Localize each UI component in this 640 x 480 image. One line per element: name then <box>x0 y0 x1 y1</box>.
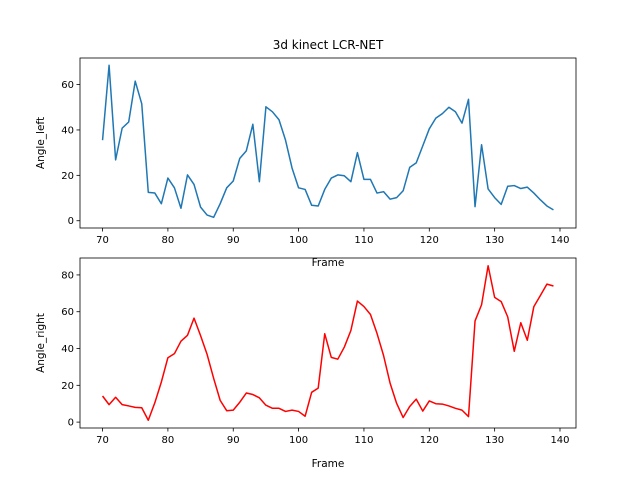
y-tick-label: 20 <box>61 171 74 182</box>
y-tick-label: 60 <box>61 80 74 91</box>
y-tick-label: 0 <box>68 418 74 429</box>
x-tick-label: 110 <box>354 235 373 246</box>
x-tick-label: 80 <box>162 235 175 246</box>
y-axis-label: Angle_left <box>35 117 47 169</box>
x-tick-label: 100 <box>289 235 308 246</box>
x-tick-label: 70 <box>96 435 109 446</box>
y-tick-label: 80 <box>61 270 74 281</box>
y-tick-label: 40 <box>61 344 74 355</box>
x-tick-label: 80 <box>162 435 175 446</box>
y-axis-label: Angle_right <box>35 313 47 373</box>
x-tick-label: 120 <box>420 435 439 446</box>
x-tick-label: 70 <box>96 235 109 246</box>
tick-group: 70 80 90 100 110 120 130 140 0 20 40 60 80 <box>61 270 569 446</box>
tick-group: 70 80 90 100 110 120 130 140 0 20 40 60 <box>61 80 569 246</box>
x-tick-label: 140 <box>550 235 569 246</box>
series-line-angle-left <box>101 64 554 219</box>
axes-frame <box>79 257 577 429</box>
x-tick-label: 110 <box>354 435 373 446</box>
chart-title: 3d kinect LCR-NET <box>273 38 384 52</box>
x-tick-label: 130 <box>485 235 504 246</box>
x-tick-label: 130 <box>485 435 504 446</box>
x-tick-label: 140 <box>550 435 569 446</box>
y-tick-label: 0 <box>68 216 74 227</box>
y-tick-label: 60 <box>61 307 74 318</box>
series-line-angle-right <box>101 264 554 422</box>
subplot-angle-left: 3d kinect LCR-NET 70 80 90 100 110 120 130 140 0… <box>35 38 577 269</box>
x-tick-label: 90 <box>227 435 240 446</box>
x-axis-label: Frame <box>312 257 345 269</box>
y-tick-label: 20 <box>61 381 74 392</box>
x-axis-label: Frame <box>312 458 345 470</box>
x-tick-label: 90 <box>227 235 240 246</box>
y-tick-label: 40 <box>61 125 74 136</box>
axes-frame <box>79 57 577 229</box>
subplot-angle-right: 70 80 90 100 110 120 130 140 0 20 40 60 80 Frame Ang… <box>35 257 577 470</box>
x-tick-label: 120 <box>420 235 439 246</box>
x-tick-label: 100 <box>289 435 308 446</box>
